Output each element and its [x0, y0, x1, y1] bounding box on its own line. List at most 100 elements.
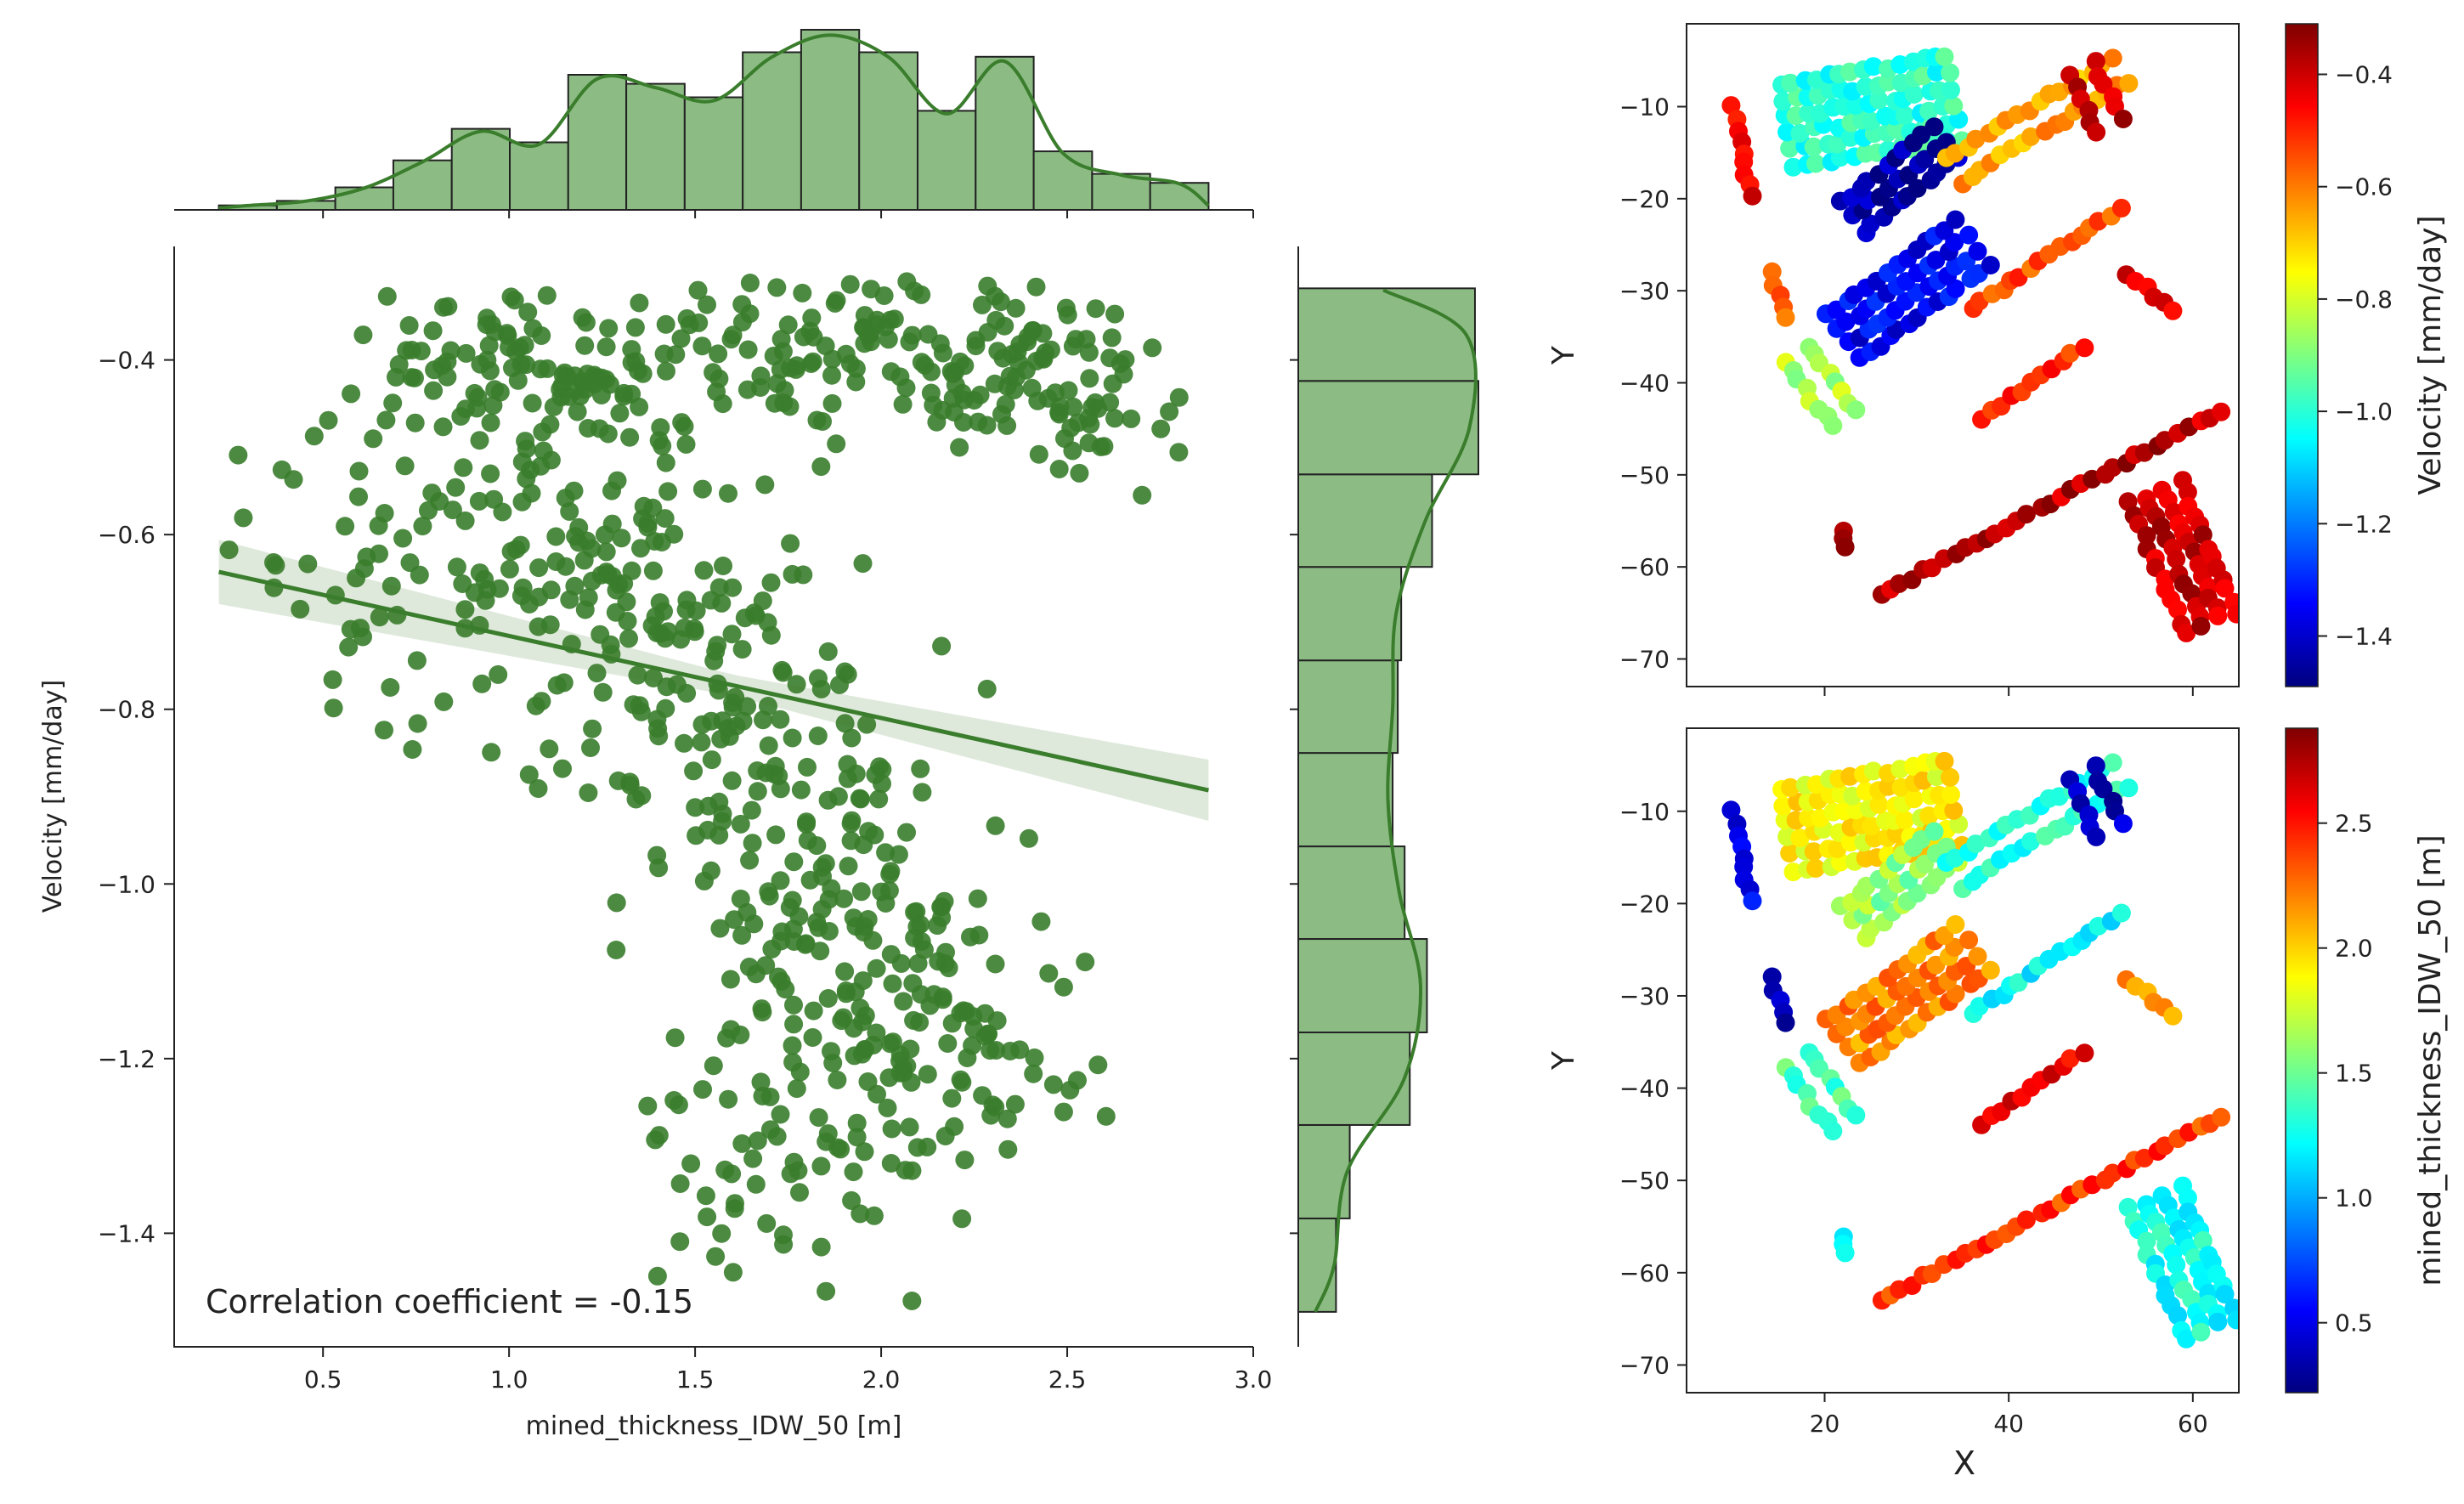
thickness-colorbar-label: mined_thickness_IDW_50 [m]	[2413, 834, 2448, 1286]
map-point	[1806, 154, 1825, 173]
velocity-map-y-axis-label: Y	[1546, 345, 1581, 365]
scatter-point	[702, 750, 721, 770]
x-tick-label: 2.0	[862, 1365, 901, 1394]
scatter-point	[883, 1032, 902, 1052]
scatter-point	[602, 567, 622, 586]
scatter-point	[1088, 1055, 1108, 1075]
right-histogram-bars	[1297, 287, 1479, 1313]
scatter-point	[978, 323, 997, 342]
scatter-point	[354, 559, 374, 579]
scatter-point	[638, 517, 658, 537]
scatter-point	[844, 1162, 863, 1182]
scatter-point	[511, 354, 531, 374]
map-point	[1790, 123, 1810, 143]
scatter-point	[794, 327, 813, 347]
scatter-point	[631, 702, 651, 721]
scatter-point	[680, 315, 699, 335]
scatter-point	[822, 393, 842, 413]
scatter-point	[324, 698, 343, 718]
scatter-point	[853, 554, 873, 574]
velocity-map-points	[1721, 47, 2239, 642]
scatter-point	[531, 359, 551, 379]
map-point	[2021, 127, 2040, 146]
top-histogram-bars	[218, 29, 1210, 212]
map-point	[1959, 225, 1979, 245]
map-point	[1907, 884, 1927, 903]
scatter-point	[787, 1079, 806, 1099]
scatter-point	[475, 569, 494, 589]
scatter-point	[759, 697, 777, 715]
scatter-point	[953, 1001, 973, 1021]
scatter-point	[954, 413, 973, 432]
scatter-point	[791, 780, 811, 800]
y-tick-label: −20	[1619, 185, 1670, 213]
colorbar-tick-label: −0.8	[2335, 286, 2393, 314]
map-point	[2086, 756, 2105, 776]
scatter-point	[687, 826, 706, 845]
scatter-point	[468, 387, 488, 407]
scatter-point	[646, 607, 665, 626]
map-point	[1773, 796, 1793, 816]
scatter-point	[817, 1281, 836, 1301]
map-point	[2215, 1285, 2235, 1304]
scatter-point	[707, 382, 726, 402]
x-tick-label: 60	[2178, 1410, 2208, 1438]
scatter-point	[606, 602, 625, 622]
scatter-point	[751, 366, 771, 386]
scatter-point	[658, 482, 678, 501]
map-point	[2168, 600, 2187, 619]
histogram-bar	[334, 186, 394, 211]
scatter-point	[853, 971, 873, 991]
scatter-point	[901, 1039, 920, 1059]
scatter-point	[774, 1235, 794, 1254]
scatter-point	[455, 600, 475, 619]
scatter-point	[447, 557, 466, 577]
scatter-point	[731, 814, 750, 834]
right-marginal-histogram	[1290, 246, 1479, 1347]
scatter-point	[696, 1186, 715, 1206]
map-point	[2227, 1310, 2239, 1330]
velocity-colorbar-label: Velocity [mm/day]	[2413, 215, 2448, 495]
scatter-point	[505, 291, 524, 310]
scatter-point	[975, 1026, 995, 1046]
scatter-point	[1033, 348, 1053, 368]
histogram-bar	[1032, 150, 1094, 212]
scatter-point	[591, 625, 610, 644]
scatter-point	[827, 434, 846, 454]
scatter-point	[1063, 441, 1082, 461]
scatter-point	[434, 297, 453, 317]
scatter-point	[1081, 415, 1100, 434]
scatter-point	[598, 424, 618, 444]
scatter-point	[894, 992, 913, 1011]
map-point	[2178, 483, 2197, 502]
map-point	[2016, 505, 2036, 524]
scatter-point	[746, 1174, 766, 1194]
scatter-point	[573, 308, 592, 327]
scatter-point	[818, 642, 838, 661]
colorbar-tick-label: 0.5	[2335, 1309, 2373, 1337]
scatter-point	[540, 739, 559, 759]
scatter-point	[438, 367, 457, 387]
scatter-point	[924, 395, 943, 415]
y-tick-label: −60	[1619, 1259, 1670, 1287]
scatter-point	[529, 558, 549, 578]
scatter-point	[688, 280, 708, 300]
scatter-point	[918, 1137, 937, 1156]
histogram-bar	[1297, 659, 1399, 755]
scatter-point	[671, 329, 691, 348]
map-point	[1846, 400, 1866, 420]
scatter-point	[693, 1080, 712, 1100]
scatter-point	[469, 491, 489, 511]
scatter-point	[291, 599, 310, 619]
scatter-point	[556, 557, 575, 576]
scatter-point	[748, 1131, 767, 1151]
map-point	[2177, 623, 2196, 642]
scatter-point	[532, 692, 551, 711]
map-point	[2212, 1107, 2231, 1127]
scatter-point	[1088, 399, 1108, 418]
scatter-point	[219, 540, 239, 560]
regression-line	[218, 569, 1209, 793]
scatter-point	[857, 715, 877, 734]
scatter-point	[950, 438, 969, 457]
scatter-point	[595, 525, 614, 545]
